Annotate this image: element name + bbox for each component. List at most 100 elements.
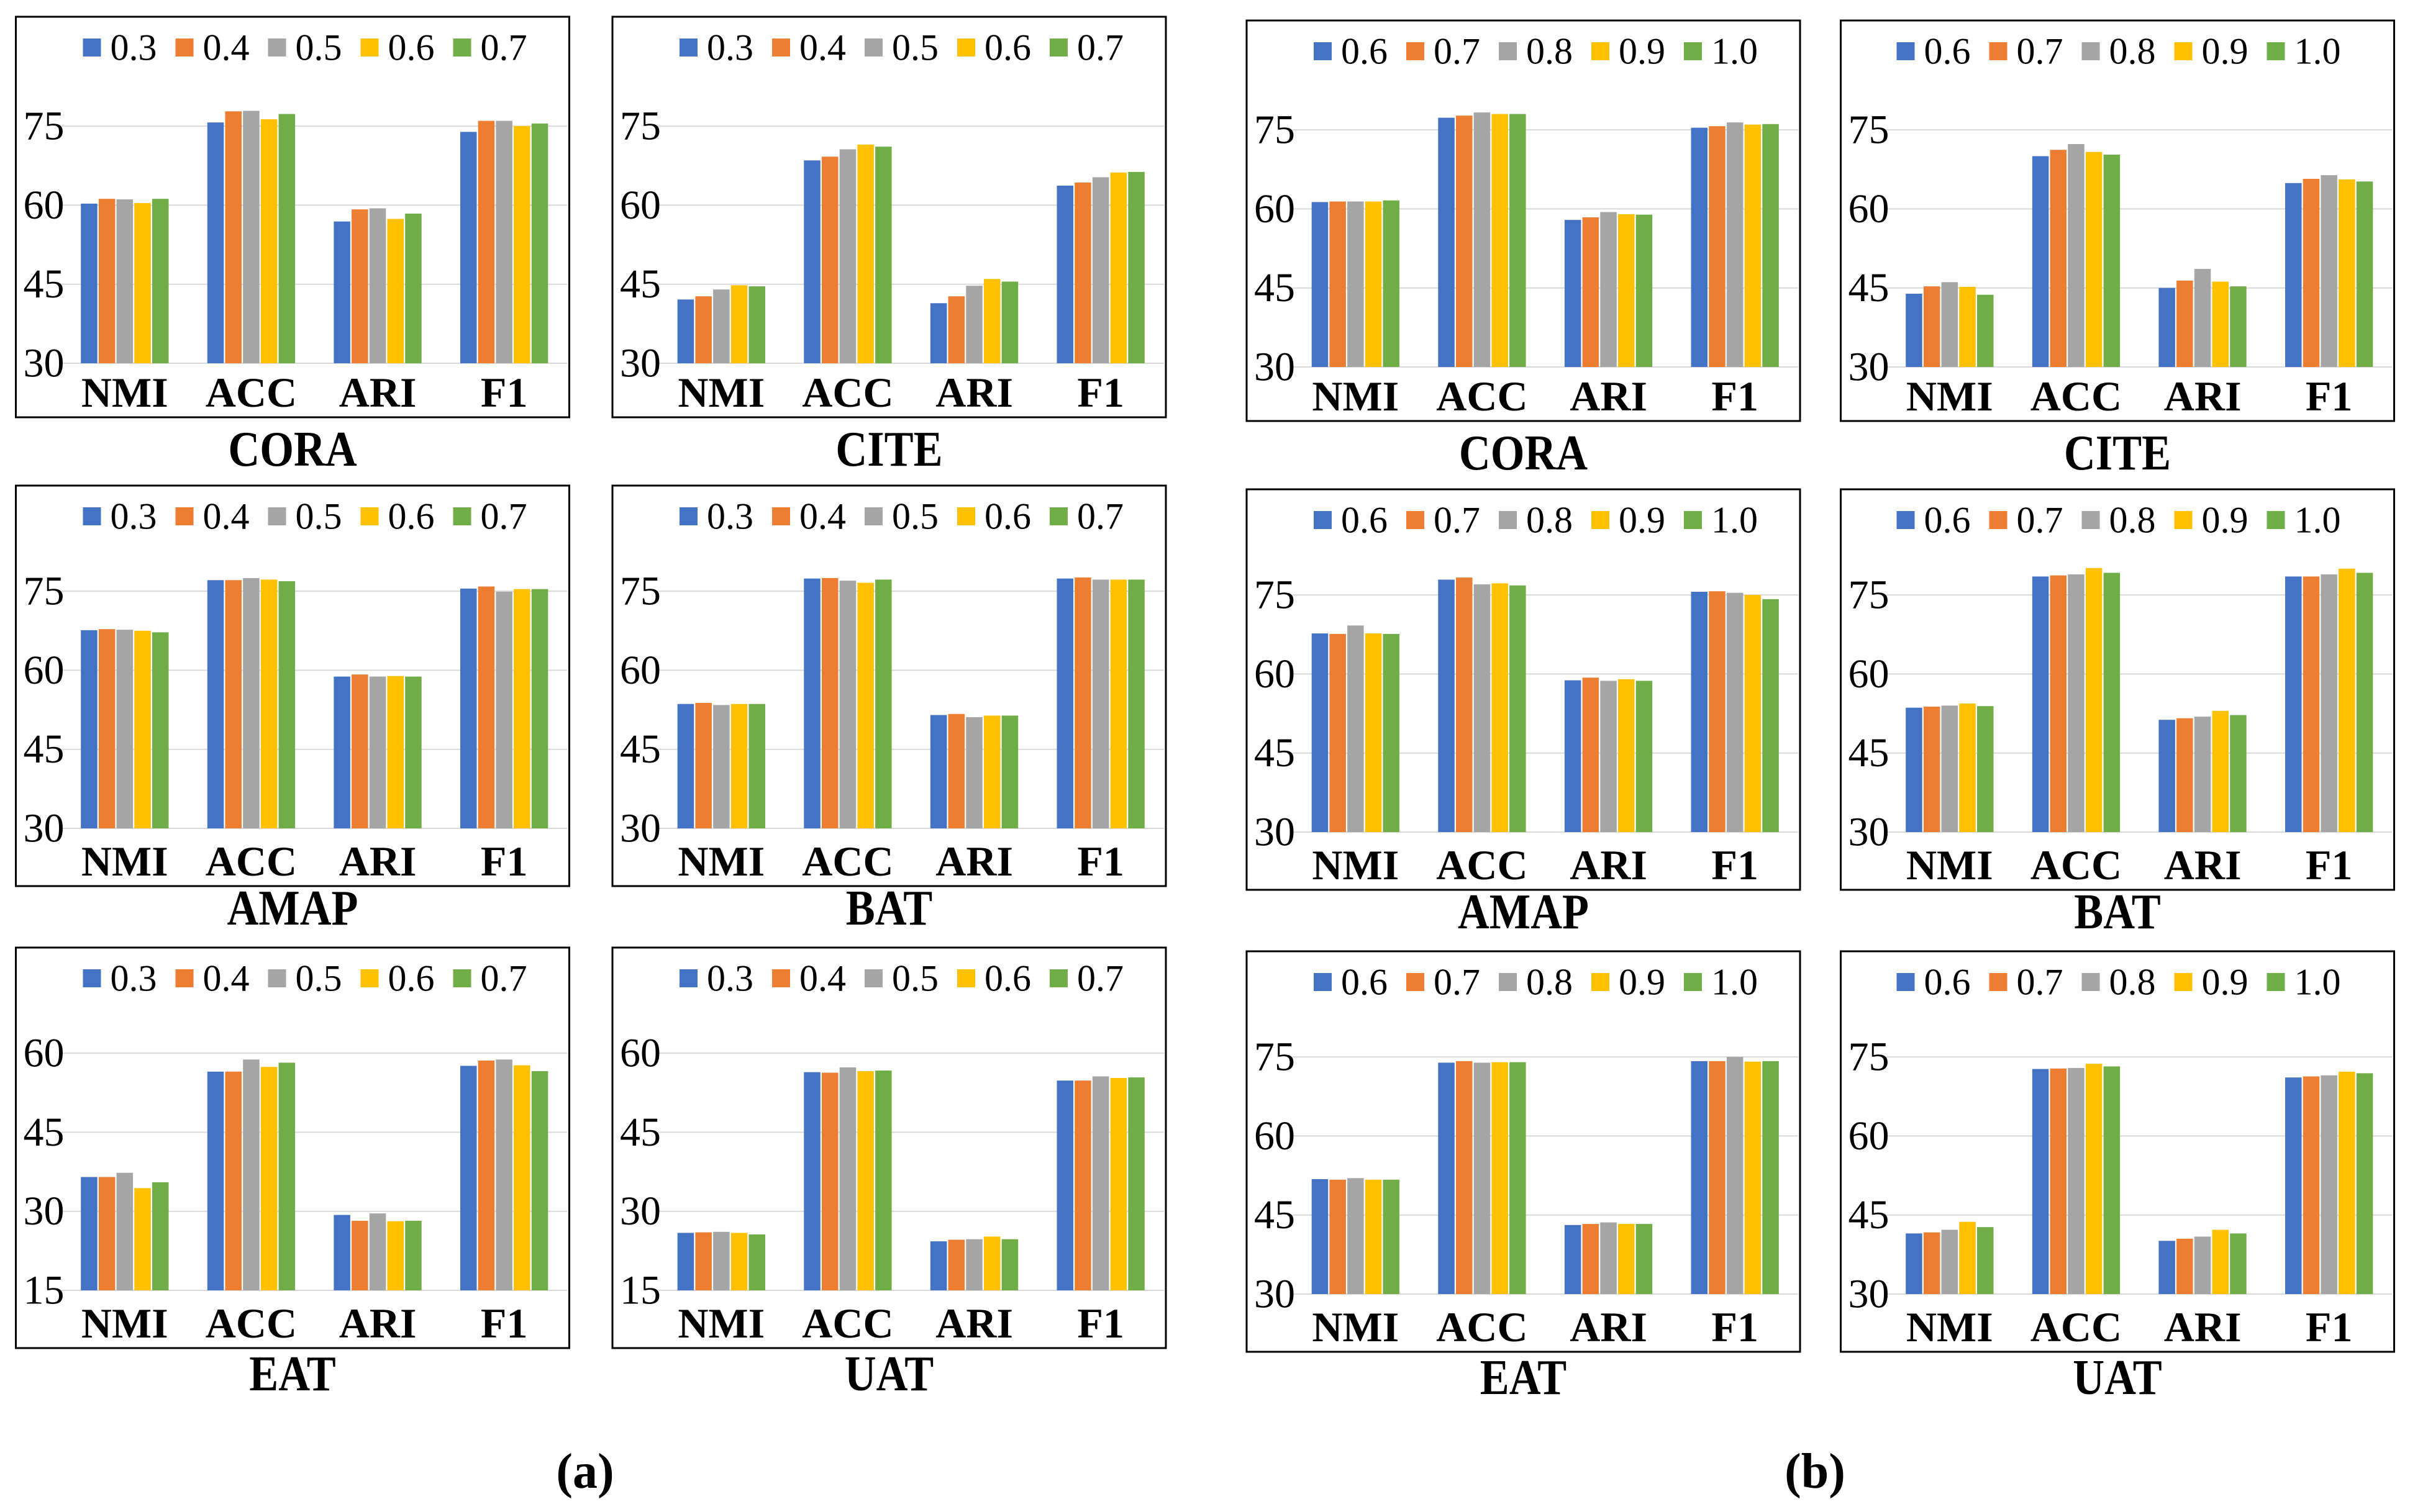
- svg-text:NMI: NMI: [1312, 841, 1399, 889]
- svg-text:0.9: 0.9: [2202, 500, 2249, 541]
- svg-text:0.7: 0.7: [1077, 27, 1124, 68]
- svg-text:1.0: 1.0: [1711, 962, 1758, 1003]
- svg-text:30: 30: [620, 341, 661, 386]
- svg-text:ACC: ACC: [2030, 841, 2122, 889]
- svg-text:75: 75: [1848, 107, 1889, 153]
- svg-text:0.7: 0.7: [2017, 500, 2063, 541]
- svg-text:0.8: 0.8: [2109, 31, 2156, 72]
- svg-text:0.7: 0.7: [1434, 500, 1480, 541]
- svg-text:NMI: NMI: [81, 369, 168, 416]
- svg-text:0.7: 0.7: [1434, 31, 1480, 72]
- svg-text:ARI: ARI: [935, 838, 1013, 885]
- svg-text:CITE: CITE: [835, 422, 942, 477]
- svg-text:0.6: 0.6: [984, 958, 1031, 999]
- svg-text:60: 60: [24, 648, 65, 693]
- svg-text:F1: F1: [481, 1300, 528, 1347]
- svg-text:0.9: 0.9: [1619, 500, 1665, 541]
- svg-text:F1: F1: [1077, 1300, 1124, 1347]
- svg-text:45: 45: [24, 727, 65, 772]
- svg-text:1.0: 1.0: [1711, 31, 1758, 72]
- svg-text:ACC: ACC: [1436, 1303, 1527, 1351]
- svg-text:30: 30: [1254, 345, 1295, 390]
- svg-text:45: 45: [1848, 1192, 1889, 1238]
- svg-text:0.6: 0.6: [1924, 962, 1971, 1003]
- svg-text:30: 30: [1848, 1272, 1889, 1317]
- svg-text:30: 30: [1254, 1272, 1295, 1317]
- svg-text:0.5: 0.5: [296, 958, 342, 999]
- svg-text:0.3: 0.3: [111, 958, 157, 999]
- svg-text:ACC: ACC: [2030, 373, 2122, 420]
- svg-text:0.7: 0.7: [1077, 496, 1124, 537]
- svg-text:F1: F1: [2306, 841, 2353, 889]
- svg-text:75: 75: [24, 569, 65, 614]
- svg-text:ACC: ACC: [206, 369, 297, 416]
- svg-text:CORA: CORA: [228, 422, 357, 477]
- svg-text:NMI: NMI: [678, 1300, 765, 1347]
- svg-text:ACC: ACC: [802, 1300, 893, 1347]
- svg-text:ARI: ARI: [935, 1300, 1013, 1347]
- svg-text:60: 60: [1848, 1113, 1889, 1159]
- svg-text:60: 60: [1848, 186, 1889, 232]
- svg-text:F1: F1: [1711, 841, 1758, 889]
- svg-text:75: 75: [1254, 1034, 1295, 1080]
- svg-text:AMAP: AMAP: [1458, 885, 1589, 939]
- svg-text:60: 60: [620, 1031, 661, 1076]
- svg-text:0.5: 0.5: [892, 958, 939, 999]
- svg-text:0.9: 0.9: [1619, 31, 1665, 72]
- svg-text:0.7: 0.7: [481, 958, 527, 999]
- svg-text:0.4: 0.4: [203, 27, 250, 68]
- svg-text:ARI: ARI: [1570, 1303, 1647, 1351]
- svg-text:NMI: NMI: [1312, 373, 1399, 420]
- svg-text:(a): (a): [556, 1444, 614, 1499]
- svg-text:0.3: 0.3: [707, 496, 753, 537]
- svg-text:F1: F1: [1711, 373, 1758, 420]
- svg-text:0.6: 0.6: [1924, 31, 1971, 72]
- svg-text:F1: F1: [481, 838, 528, 885]
- svg-text:0.6: 0.6: [1341, 500, 1388, 541]
- svg-text:0.6: 0.6: [984, 496, 1031, 537]
- svg-text:F1: F1: [1077, 369, 1124, 416]
- svg-text:NMI: NMI: [678, 369, 765, 416]
- svg-text:0.6: 0.6: [984, 27, 1031, 68]
- svg-text:0.5: 0.5: [892, 496, 939, 537]
- svg-text:75: 75: [1254, 107, 1295, 153]
- svg-text:ACC: ACC: [802, 369, 893, 416]
- svg-text:F1: F1: [2306, 373, 2353, 420]
- svg-text:15: 15: [620, 1268, 661, 1313]
- svg-text:0.9: 0.9: [2202, 962, 2249, 1003]
- svg-text:0.3: 0.3: [707, 958, 753, 999]
- svg-text:0.5: 0.5: [296, 496, 342, 537]
- svg-text:ARI: ARI: [935, 369, 1013, 416]
- svg-text:45: 45: [1848, 730, 1889, 776]
- svg-text:0.5: 0.5: [892, 27, 939, 68]
- svg-text:CITE: CITE: [2064, 426, 2171, 481]
- svg-text:0.6: 0.6: [388, 496, 435, 537]
- svg-text:1.0: 1.0: [1711, 500, 1758, 541]
- svg-text:NMI: NMI: [1906, 841, 1993, 889]
- svg-text:30: 30: [1848, 345, 1889, 390]
- svg-text:0.3: 0.3: [111, 496, 157, 537]
- svg-text:CORA: CORA: [1459, 426, 1588, 481]
- svg-text:75: 75: [620, 569, 661, 614]
- svg-text:0.6: 0.6: [1341, 962, 1388, 1003]
- svg-text:0.9: 0.9: [2202, 31, 2249, 72]
- svg-text:ACC: ACC: [206, 1300, 297, 1347]
- svg-text:0.7: 0.7: [2017, 962, 2063, 1003]
- svg-text:1.0: 1.0: [2294, 31, 2341, 72]
- svg-text:0.7: 0.7: [1077, 958, 1124, 999]
- svg-text:75: 75: [1848, 573, 1889, 618]
- svg-text:ACC: ACC: [206, 838, 297, 885]
- svg-text:45: 45: [1254, 1192, 1295, 1238]
- svg-text:0.8: 0.8: [1526, 31, 1573, 72]
- svg-text:45: 45: [620, 727, 661, 772]
- svg-text:30: 30: [1848, 810, 1889, 855]
- svg-text:UAT: UAT: [2073, 1351, 2162, 1405]
- svg-text:ACC: ACC: [2030, 1303, 2122, 1351]
- svg-text:0.9: 0.9: [1619, 962, 1665, 1003]
- svg-text:30: 30: [620, 1188, 661, 1234]
- svg-text:F1: F1: [1077, 838, 1124, 885]
- svg-text:1.0: 1.0: [2294, 962, 2341, 1003]
- svg-text:45: 45: [24, 1110, 65, 1155]
- svg-text:60: 60: [1254, 1113, 1295, 1159]
- svg-text:30: 30: [24, 806, 65, 851]
